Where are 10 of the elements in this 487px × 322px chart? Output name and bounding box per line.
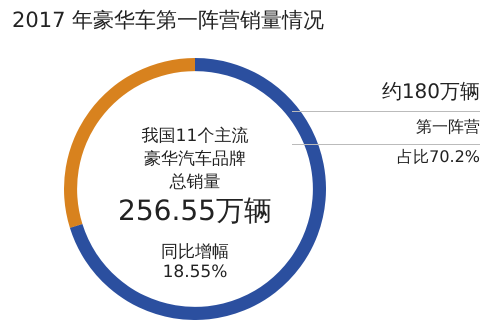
text: 占比70.2%: [396, 147, 480, 168]
text: 同比增幅: [160, 241, 230, 263]
text: 我国11个主流: [140, 125, 250, 147]
chart-title: 2017 年豪华车第一阵营销量情况: [12, 7, 324, 34]
text: 约180万辆: [292, 78, 480, 112]
text: 豪华汽车品牌: [143, 148, 247, 170]
text: 第一阵营: [292, 117, 480, 145]
text: 256.55万辆: [117, 193, 273, 229]
text: 总销量: [168, 171, 222, 193]
text: 18.55%: [162, 262, 228, 282]
